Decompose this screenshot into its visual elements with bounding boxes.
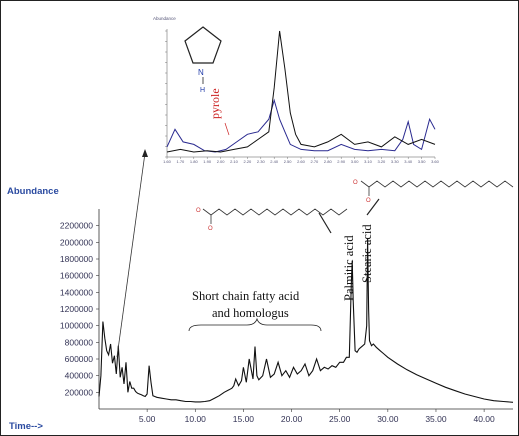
y-tick-label: 1800000 — [60, 254, 93, 264]
inset-x-tick-label: 3.40 — [404, 159, 413, 164]
y-tick-label: 400000 — [65, 371, 94, 381]
x-tick-label: 35.00 — [425, 414, 447, 424]
y-tick-label: 2000000 — [60, 237, 93, 247]
inset-x-tick-label: 1.70 — [177, 159, 186, 164]
palmitic-pointer — [318, 212, 332, 234]
x-tick-label: 20.00 — [281, 414, 303, 424]
pyrole-label: pyrole — [208, 88, 222, 119]
inset-x-tick-label: 1.90 — [203, 159, 212, 164]
hydrogen-label: H — [200, 87, 205, 94]
inset-x-tick-label: 3.20 — [378, 159, 387, 164]
main-chromatogram: Abundance 200000 400000 600000 800000 100000… — [7, 149, 514, 432]
y-tick-label: 1200000 — [60, 304, 93, 314]
inset-x-tick-label: 3.10 — [364, 159, 373, 164]
inset-x-tick-label: 3.00 — [351, 159, 360, 164]
x-tick-label: 5.00 — [139, 414, 156, 424]
y-tick-label: 200000 — [65, 387, 94, 397]
y-tick-label: 600000 — [65, 354, 94, 364]
palmitic-acid-label: Palmitic acid — [342, 235, 356, 301]
x-tick-label: 30.00 — [377, 414, 399, 424]
inset-x-tick-label: 3.50 — [418, 159, 427, 164]
inset-x-ticks: 1.60 1.70 1.80 1.90 2.00 2.10 2.20 2.30 2.40 2.50… — [163, 157, 440, 164]
main-series-line — [98, 238, 514, 403]
y-tick-label: 1000000 — [60, 321, 93, 331]
inset-x-tick-label: 2.20 — [244, 159, 253, 164]
stearic-acid-label: Stearic acid — [360, 224, 374, 283]
short-chain-label: Short chain fatty acid — [192, 289, 300, 303]
svg-text:O: O — [208, 226, 213, 232]
inset-chromatogram: Abundance 1.60 1.70 1.80 1.90 2.00 2.10 2.20 2.… — [151, 13, 441, 164]
short-chain-brace — [188, 317, 322, 332]
inset-y-axis-title: Abundance — [153, 16, 176, 21]
pyrrole-structure: N H — [184, 26, 222, 94]
y-tick-label: 800000 — [65, 337, 94, 347]
annotation-pointers — [318, 198, 380, 234]
homologus-label: and homologus — [212, 306, 289, 320]
inset-x-tick-label: 1.60 — [163, 159, 172, 164]
y-ticks: 200000 400000 600000 800000 1000000 1200000 14… — [60, 221, 99, 397]
svg-text:O: O — [353, 180, 358, 186]
x-tick-label: 10.00 — [185, 414, 207, 424]
x-ticks: 5.00 10.00 15.00 20.00 25.00 30.00 35.00 40.00 — [139, 409, 495, 424]
stearic-pointer — [366, 198, 380, 216]
inset-background — [151, 13, 441, 163]
inset-x-tick-label: 3.60 — [431, 159, 440, 164]
x-tick-label: 15.00 — [233, 414, 255, 424]
inset-x-tick-label: 2.80 — [324, 159, 333, 164]
inset-x-tick-label: 2.70 — [311, 159, 320, 164]
x-axis-title: Time--> — [9, 421, 43, 432]
inset-x-tick-label: 2.60 — [297, 159, 306, 164]
x-tick-label: 40.00 — [473, 414, 495, 424]
inset-x-tick-label: 2.30 — [257, 159, 266, 164]
inset-x-tick-label: 2.10 — [230, 159, 239, 164]
inset-series-black-line — [166, 30, 436, 153]
inset-x-tick-label: 2.00 — [217, 159, 226, 164]
y-tick-label: 2200000 — [60, 221, 93, 231]
svg-text:O: O — [196, 208, 201, 214]
molecule-structures: O O O O — [196, 180, 514, 232]
y-tick-label: 1400000 — [60, 287, 93, 297]
y-axis-title: Abundance — [7, 186, 59, 197]
zoom-arrowhead — [142, 149, 148, 157]
inset-x-tick-label: 2.90 — [337, 159, 346, 164]
inset-x-tick-label: 2.50 — [284, 159, 293, 164]
pyrole-pointer — [224, 122, 230, 136]
palmitic-acid-structure: O O — [196, 208, 348, 232]
nitrogen-label: N — [198, 68, 204, 77]
zoom-arrow-line — [116, 152, 146, 358]
y-tick-label: 1600000 — [60, 271, 93, 281]
inset-x-tick-label: 1.80 — [190, 159, 199, 164]
inset-x-tick-label: 2.40 — [270, 159, 279, 164]
inset-x-tick-label: 3.30 — [391, 159, 400, 164]
svg-text:O: O — [366, 198, 371, 204]
x-tick-label: 25.00 — [329, 414, 351, 424]
stearic-acid-structure: O O — [353, 180, 514, 204]
